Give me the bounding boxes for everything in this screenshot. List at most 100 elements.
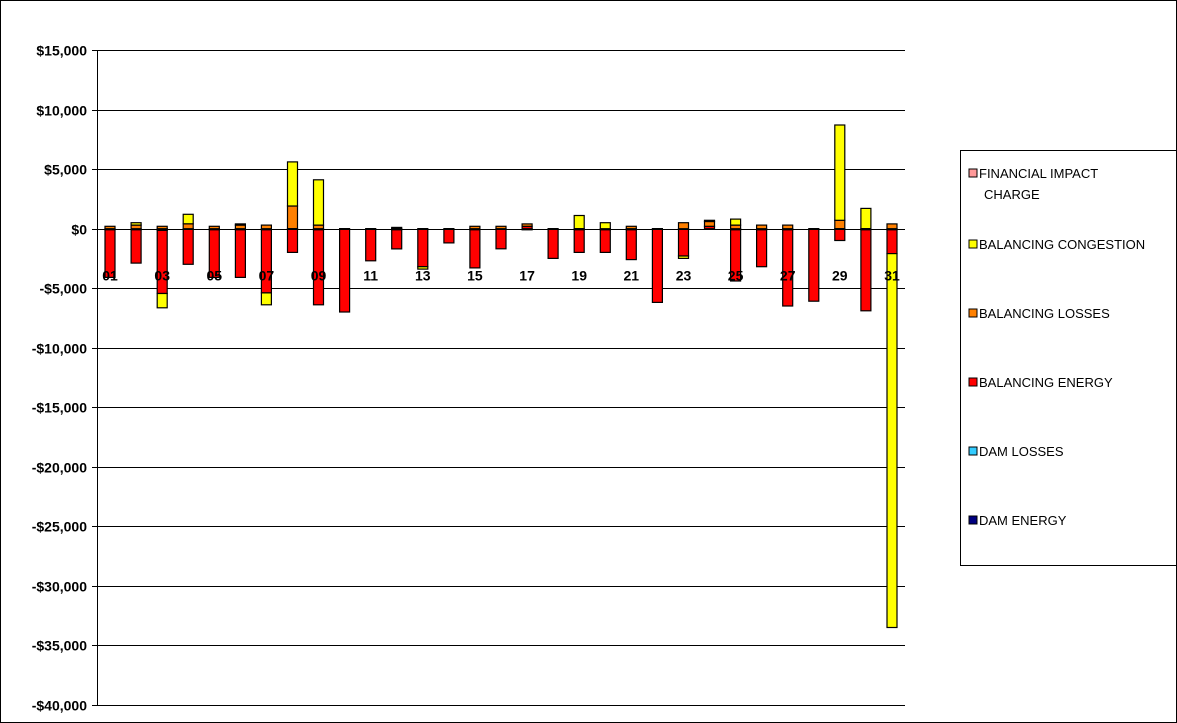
bar-segment-balancing-energy <box>599 229 611 254</box>
legend: FINANCIAL IMPACT CHARGE BALANCING CONGESTI… <box>960 150 1177 566</box>
bar-segment-balancing-losses <box>625 225 637 230</box>
bar-segment-balancing-losses <box>391 226 403 230</box>
bar-segment-balancing-energy <box>808 228 820 302</box>
bar-segment-balancing-congestion <box>703 219 716 223</box>
bar-segment-balancing-energy <box>651 228 664 304</box>
bar-segment-balancing-energy <box>130 229 142 264</box>
bar-segment-balancing-energy <box>182 228 194 265</box>
bar-segment-balancing-congestion <box>834 124 846 221</box>
x-axis-tick-labels: 01 03 05 07 09 11 13 15 17 19 21 23 25 27 29 31 <box>102 268 900 284</box>
bar-segment-balancing-energy <box>339 228 351 313</box>
x-tick-label: 19 <box>571 268 587 284</box>
bar-segment-balancing-energy <box>469 229 481 269</box>
bar-segment-balancing-energy <box>365 228 377 262</box>
bar-segment-balancing-energy <box>417 228 429 268</box>
bar-segment-balancing-congestion <box>182 213 194 225</box>
y-tick-label: $5,000 <box>44 162 87 178</box>
bar-segment-balancing-energy <box>573 229 585 254</box>
bar-segment-balancing-losses <box>156 225 168 230</box>
bar-segment-balancing-congestion <box>417 266 429 270</box>
bar-segment-balancing-energy <box>755 229 768 268</box>
legend-swatch <box>968 515 978 525</box>
legend-label: BALANCING ENERGY <box>979 375 1113 390</box>
bar-segment-balancing-energy <box>234 229 246 279</box>
x-tick-label: 07 <box>259 268 275 284</box>
legend-swatch <box>968 377 978 387</box>
legend-swatch <box>968 446 978 456</box>
x-tick-label: 09 <box>311 268 327 284</box>
bar-segment-balancing-congestion <box>286 161 299 207</box>
legend-label: BALANCING CONGESTION <box>979 237 1145 252</box>
bar-segment-balancing-losses <box>469 225 481 230</box>
legend-swatch <box>968 308 978 318</box>
bar-segment-balancing-energy <box>886 229 898 255</box>
bar-segment-balancing-losses <box>703 220 716 227</box>
x-tick-label: 29 <box>832 268 848 284</box>
y-tick-label: -$15,000 <box>32 400 87 416</box>
bar-segment-balancing-congestion <box>156 292 168 309</box>
bar-segment-balancing-congestion <box>599 222 611 230</box>
y-tick-label: -$5,000 <box>40 281 88 297</box>
bar-segment-balancing-energy <box>860 229 872 312</box>
x-tick-label: 21 <box>624 268 640 284</box>
y-tick-label: $15,000 <box>36 43 87 59</box>
bar-segment-balancing-energy <box>156 229 168 295</box>
y-tick-label: $0 <box>71 222 87 238</box>
legend-box <box>960 150 1177 566</box>
bar-segment-balancing-losses <box>286 205 299 230</box>
x-tick-label: 17 <box>519 268 535 284</box>
x-tick-label: 15 <box>467 268 483 284</box>
legend-label: DAM ENERGY <box>979 513 1067 528</box>
bar-segment-balancing-losses <box>677 222 690 230</box>
y-tick-label: -$10,000 <box>32 341 87 357</box>
x-tick-label: 27 <box>780 268 796 284</box>
bar-segment-balancing-congestion <box>130 222 142 226</box>
bar-segment-balancing-congestion <box>573 214 585 230</box>
x-tick-label: 23 <box>676 268 692 284</box>
bar-segment-balancing-losses <box>834 219 846 230</box>
bar-segment-balancing-congestion <box>886 253 898 629</box>
bar-segment-balancing-energy <box>391 229 403 250</box>
bar-segment-balancing-losses <box>782 224 794 230</box>
bar-segment-balancing-energy <box>677 228 690 257</box>
bar-segment-balancing-losses <box>521 223 533 227</box>
bar-segment-balancing-losses <box>755 224 768 230</box>
x-tick-label: 05 <box>207 268 223 284</box>
legend-swatch <box>968 239 978 249</box>
bar-segment-balancing-congestion <box>234 223 246 226</box>
y-tick-label: -$25,000 <box>32 519 87 535</box>
x-tick-label: 25 <box>728 268 744 284</box>
bar-segment-balancing-congestion <box>729 218 742 226</box>
bar-segment-balancing-losses <box>104 225 116 230</box>
legend-label: DAM LOSSES <box>979 444 1064 459</box>
bar-segment-balancing-losses <box>208 225 220 230</box>
y-axis-tick-labels: $15,000 $10,000 $5,000 $0 -$5,000 -$10,000 -$1… <box>32 43 87 714</box>
bar-segment-balancing-congestion <box>677 255 690 260</box>
bar-segment-balancing-losses <box>182 223 194 230</box>
legend-label: BALANCING LOSSES <box>979 306 1110 321</box>
legend-label: FINANCIAL IMPACT CHARGE <box>979 166 1098 202</box>
y-tick-label: $10,000 <box>36 103 87 119</box>
bar-segment-balancing-losses <box>260 224 272 230</box>
bar-segment-balancing-energy <box>286 228 299 254</box>
x-tick-label: 31 <box>884 268 900 284</box>
y-tick-label: -$30,000 <box>32 579 87 595</box>
bar-segment-balancing-congestion <box>312 179 325 226</box>
x-tick-label: 11 <box>363 268 378 284</box>
y-tick-label: -$20,000 <box>32 460 87 476</box>
x-tick-label: 13 <box>415 268 431 284</box>
bar-segment-balancing-energy <box>495 228 507 250</box>
legend-swatch <box>968 168 978 178</box>
bar-segment-balancing-energy <box>547 228 559 260</box>
x-tick-label: 03 <box>154 268 170 284</box>
y-tick-label: -$35,000 <box>32 638 87 654</box>
bar-segment-balancing-energy <box>834 228 846 242</box>
bar-segment-balancing-losses <box>886 223 898 230</box>
bar-segment-balancing-congestion <box>860 207 872 230</box>
bar-segment-balancing-losses <box>495 225 507 230</box>
bar-segment-balancing-energy <box>625 229 637 261</box>
y-tick-label: -$40,000 <box>32 698 87 714</box>
bar-segment-balancing-energy <box>443 228 455 244</box>
